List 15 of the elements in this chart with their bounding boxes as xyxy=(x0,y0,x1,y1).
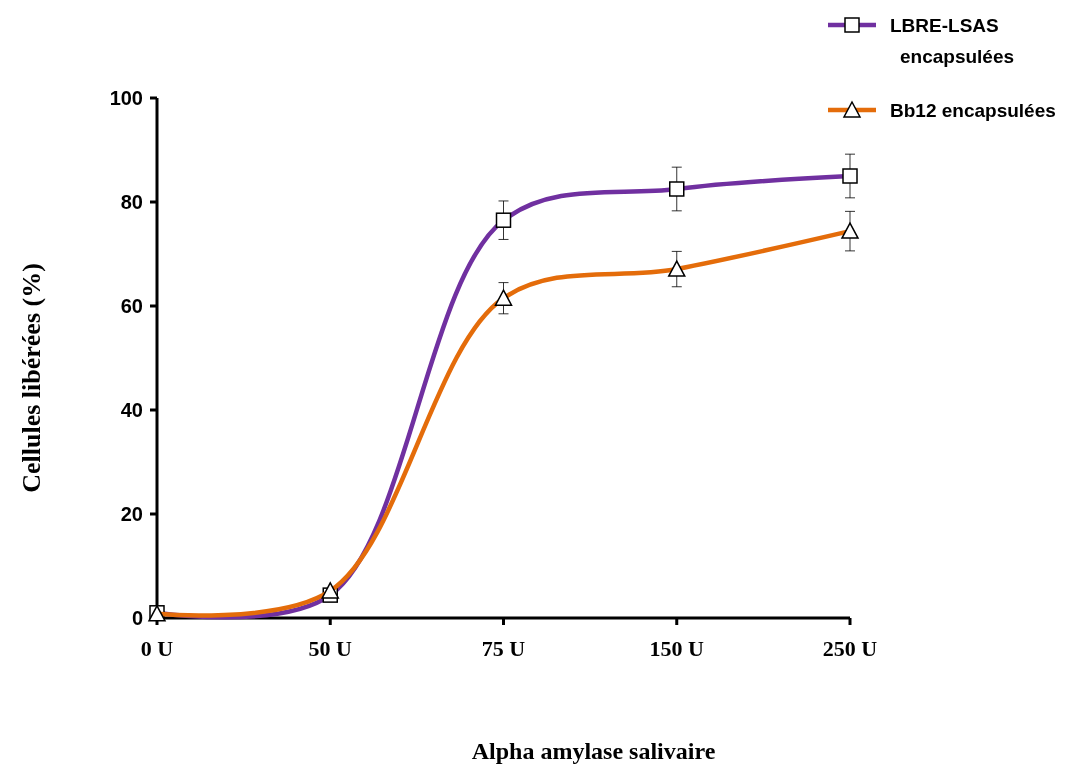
legend-label: Bb12 encapsulées xyxy=(890,99,1056,121)
x-tick-label: 0 U xyxy=(140,636,174,661)
y-tick-label: 40 xyxy=(120,399,143,421)
y-tick-label: 20 xyxy=(120,503,143,525)
x-tick-label: 50 U xyxy=(308,636,353,661)
x-tick-label: 250 U xyxy=(822,636,878,661)
y-tick-label: 60 xyxy=(120,295,143,317)
y-tick-label: 100 xyxy=(109,87,143,109)
x-tick-label: 75 U xyxy=(481,636,526,661)
x-tick-label: 150 U xyxy=(649,636,705,661)
y-tick-label: 80 xyxy=(120,191,143,213)
legend-label: LBRE-LSAS encapsulées xyxy=(890,14,1015,67)
y-tick-label: 0 xyxy=(131,607,143,629)
x-axis-title: Alpha amylase salivaire xyxy=(471,738,716,764)
y-axis-title: Cellules libérées (%) xyxy=(17,263,46,493)
